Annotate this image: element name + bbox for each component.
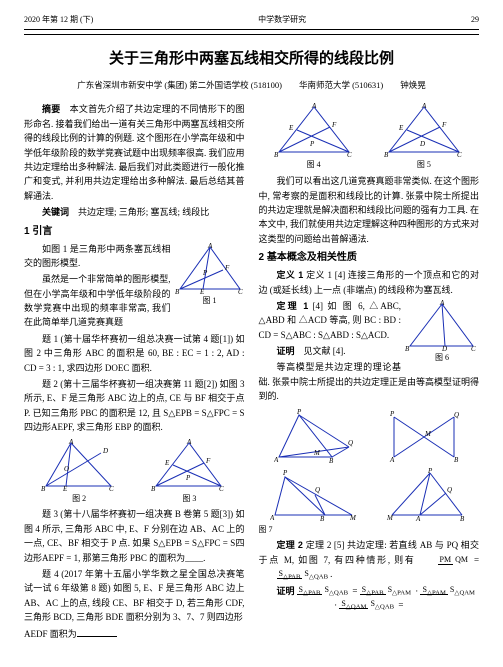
- keywords-label: 关键词: [42, 207, 69, 217]
- title: 关于三角形中两塞瓦线相交所得的线段比例: [24, 47, 479, 71]
- svg-text:C: C: [219, 485, 224, 492]
- affiliation: 广东省深圳市新安中学 (集团) 第二外国语学校 (518100) 华南师范大学 …: [24, 79, 479, 93]
- svg-text:Q: Q: [447, 486, 452, 494]
- figure-4: A B C E F P: [274, 102, 354, 158]
- header-center: 中学数学研究: [258, 14, 306, 27]
- keywords-text: 共边定理; 三角形; 塞瓦线; 线段比: [78, 207, 209, 217]
- figure-6: A B C D 图 6: [405, 299, 479, 365]
- svg-text:B: B: [41, 485, 46, 492]
- figure-1: A B C F E P 图 1: [175, 242, 245, 308]
- svg-text:E: E: [288, 124, 294, 132]
- svg-text:Q: Q: [454, 411, 459, 419]
- svg-text:B: B: [274, 151, 279, 158]
- figure-row-2-3: A B C D E O 图 2 A B C: [24, 438, 245, 506]
- figure-1-caption: 图 1: [175, 295, 245, 308]
- header-left: 2020 年第 12 期 (下): [24, 14, 93, 27]
- svg-text:E: E: [199, 288, 205, 294]
- svg-text:C: C: [238, 288, 243, 294]
- col2-top: AEDF 面积为: [24, 627, 245, 641]
- figure-7a: P A B Q M: [274, 407, 354, 465]
- svg-text:A: A: [311, 102, 317, 110]
- svg-text:M: M: [386, 514, 394, 522]
- abstract-text: 本文首先介绍了共边定理的不同情形下的图形命名. 接着我们给出一道有关三角形中两塞…: [24, 104, 245, 200]
- svg-text:Q: Q: [315, 486, 320, 494]
- svg-text:E: E: [62, 485, 68, 492]
- gaomodel: 等高模型是共边定理的理论基础. 张景中院士所提出的共边定理正是由等高模型证明得到…: [259, 360, 480, 403]
- svg-text:M: M: [349, 514, 357, 522]
- svg-text:B: B: [454, 456, 459, 464]
- svg-text:P: P: [389, 410, 395, 418]
- svg-text:A: A: [68, 438, 74, 446]
- figure-2: A B C D E O: [41, 438, 117, 492]
- svg-text:B: B: [329, 457, 334, 465]
- svg-text:P: P: [427, 467, 433, 475]
- section-2: 2 基本概念及相关性质: [259, 250, 480, 266]
- abstract: 摘要 本文首先介绍了共边定理的不同情形下的图形命名. 接着我们给出一道有关三角形…: [24, 102, 245, 203]
- svg-text:E: E: [398, 124, 404, 132]
- svg-text:A: A: [270, 514, 275, 522]
- figure-row-4-5: A B C E F P 图 4 A B C: [259, 102, 480, 172]
- svg-text:C: C: [457, 151, 462, 158]
- svg-text:P: P: [296, 408, 302, 416]
- svg-text:F: F: [224, 264, 230, 272]
- figure-3: A B C E F P: [151, 438, 227, 492]
- svg-text:A: A: [186, 438, 192, 446]
- svg-text:B: B: [405, 345, 410, 351]
- svg-text:A: A: [415, 515, 421, 523]
- svg-text:C: C: [347, 151, 352, 158]
- abstract-label: 摘要: [42, 104, 60, 114]
- svg-text:B: B: [320, 515, 325, 523]
- svg-text:D: D: [419, 140, 425, 148]
- svg-text:B: B: [175, 288, 180, 294]
- svg-text:B: B: [384, 151, 389, 158]
- svg-text:B: B: [460, 515, 465, 523]
- figure-6-caption: 图 6: [405, 352, 479, 365]
- svg-text:E: E: [164, 459, 170, 467]
- svg-text:B: B: [151, 485, 156, 492]
- svg-text:F: F: [331, 121, 337, 129]
- para-after-45: 我们可以看出这几道竞赛真题非常类似. 在这个图形中, 常考察的是面积和线段比的计…: [259, 174, 480, 246]
- figure-5-caption: 图 5: [384, 159, 464, 172]
- svg-text:F: F: [205, 457, 211, 465]
- figure-7b: P A Q B M: [384, 407, 464, 465]
- proof-eq: 证明 S△PABS△QAB = S△PABS△PAM · S△PAMS△QAM …: [259, 584, 480, 613]
- section-1: 1 引言: [24, 224, 245, 240]
- svg-text:F: F: [441, 121, 447, 129]
- svg-text:A: A: [439, 299, 445, 307]
- keywords: 关键词 共边定理; 三角形; 塞瓦线; 线段比: [24, 205, 245, 219]
- figure-7-caption: 图 7: [259, 524, 480, 537]
- svg-text:P: P: [309, 140, 315, 148]
- figure-4-caption: 图 4: [274, 159, 354, 172]
- svg-text:D: D: [102, 447, 108, 455]
- svg-text:A: A: [389, 456, 395, 464]
- svg-text:M: M: [424, 430, 432, 438]
- svg-text:M: M: [313, 449, 321, 457]
- svg-text:P: P: [185, 474, 191, 482]
- svg-text:P: P: [202, 269, 208, 277]
- svg-text:C: C: [471, 345, 476, 351]
- svg-text:O: O: [64, 465, 69, 473]
- svg-text:Q: Q: [348, 439, 353, 447]
- theorem-2: 定理 2 定理 2 [5] 共边定理: 若直线 AB 与 PQ 相交于点 M, …: [259, 538, 480, 581]
- svg-text:A: A: [207, 242, 213, 250]
- figure-2-caption: 图 2: [41, 493, 117, 506]
- figure-7c: P A B Q M: [270, 465, 358, 523]
- svg-text:P: P: [282, 469, 288, 477]
- question-4: 题 4 (2017 年第十五届小学华数之星全国总决赛笔试一试 6 年级第 8 题…: [24, 567, 245, 625]
- svg-text:A: A: [274, 456, 279, 464]
- figure-7d: P M A B Q: [380, 465, 468, 523]
- figure-3-caption: 图 3: [151, 493, 227, 506]
- figure-5: A B C E F D: [384, 102, 464, 158]
- svg-text:A: A: [421, 102, 427, 110]
- figure-7-row: P A B Q M P A Q B M: [259, 407, 480, 537]
- question-2: 题 2 (第十三届华杯赛初一组决赛第 11 题[2]) 如图 3 所示, E、F…: [24, 377, 245, 435]
- svg-text:D: D: [441, 345, 447, 351]
- header-right: 29: [471, 14, 479, 27]
- def-1: 定义 1 定义 1 [4] 连接三角形的一个顶点和它的对边 (或延长线) 上一点…: [259, 268, 480, 297]
- svg-text:C: C: [109, 485, 114, 492]
- question-3: 题 3 (第十八届华杯赛初一组决赛 B 卷第 5 题[3]) 如图 4 所示, …: [24, 507, 245, 565]
- question-1: 题 1 (第十届华杯赛初一组总决赛一试第 4 题[1]) 如图 2 中三角形 A…: [24, 332, 245, 375]
